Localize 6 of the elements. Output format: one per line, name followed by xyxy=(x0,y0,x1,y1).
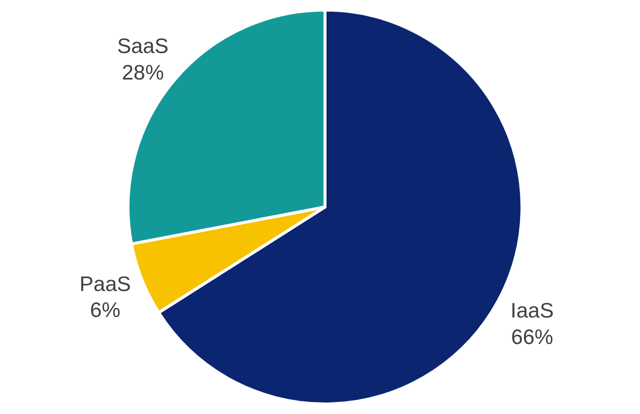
slice-label: PaaS xyxy=(80,272,131,296)
data-label: 6% xyxy=(90,299,120,322)
data-label: 66% xyxy=(511,326,554,349)
data-label: 28% xyxy=(122,61,164,84)
slice-label: IaaS xyxy=(510,300,554,323)
slice-label: SaaS xyxy=(117,35,169,58)
